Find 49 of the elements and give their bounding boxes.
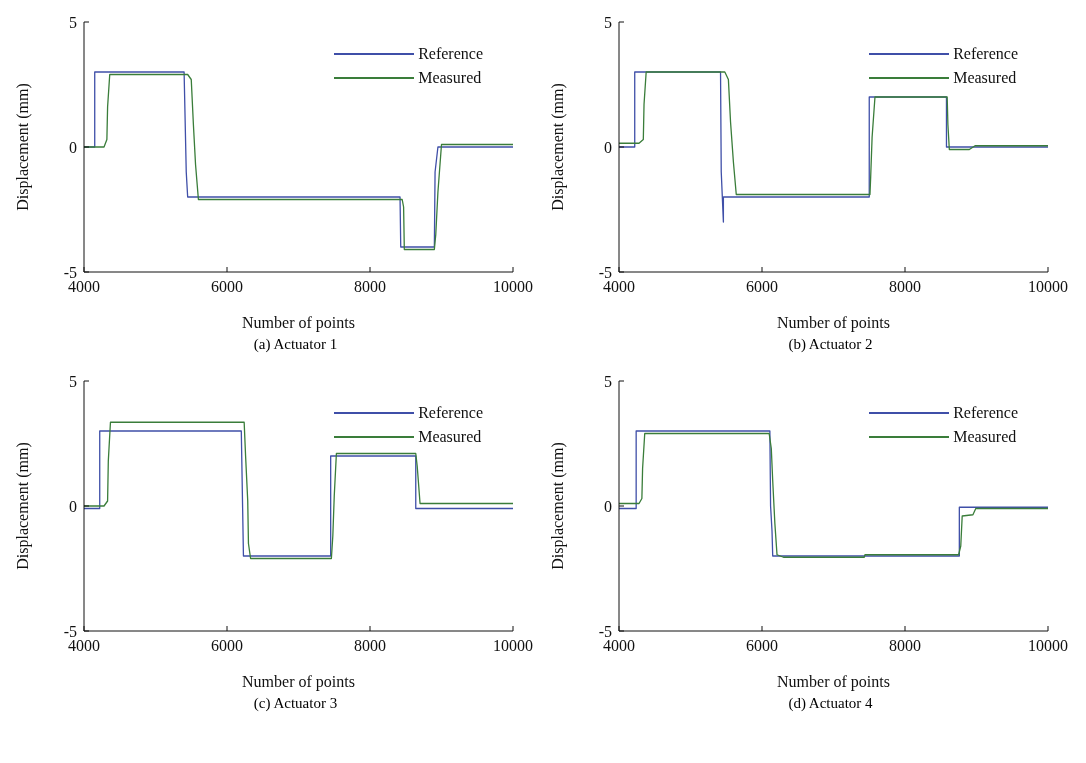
y-tick-label: 5 [604, 372, 612, 390]
y-tick-label: -5 [63, 622, 77, 640]
x-tick-label: 10000 [493, 637, 533, 655]
text: (a) Actuator 1 [252, 336, 339, 353]
text: (d) Actuator 4 [787, 695, 874, 712]
y-tick-label: -5 [598, 263, 612, 281]
legend-label: Measured [953, 68, 1017, 88]
x-tick-label: 8000 [889, 637, 921, 655]
x-axis-title: Number of points [242, 314, 355, 332]
legend-label: Reference [418, 44, 483, 64]
legend-label: Reference [953, 403, 1018, 423]
y-tick-label: 5 [69, 13, 77, 31]
y-tick-label: 0 [69, 138, 77, 156]
x-tick-label: 4000 [68, 278, 100, 296]
legend-label: Reference [418, 403, 483, 423]
x-tick-label: 4000 [603, 637, 635, 655]
text: (c) Actuator 3 [252, 695, 339, 712]
line-series [619, 71, 1048, 196]
y-axis-title: Displacement (mm) [13, 83, 32, 211]
x-tick-label: 6000 [211, 637, 243, 655]
y-axis-title: Displacement (mm) [548, 442, 567, 570]
y-axis-title: Displacement (mm) [13, 442, 32, 570]
y-tick-label: -5 [598, 622, 612, 640]
y-axis-title: Displacement (mm) [548, 83, 567, 211]
x-tick-label: 6000 [746, 278, 778, 296]
text: (b) Actuator 2 [787, 336, 874, 353]
x-tick-label: 8000 [889, 278, 921, 296]
x-axis-title: Number of points [242, 673, 355, 691]
x-tick-label: 8000 [354, 637, 386, 655]
x-tick-label: 6000 [746, 637, 778, 655]
x-tick-label: 10000 [1028, 637, 1068, 655]
y-tick-label: -5 [63, 263, 77, 281]
legend-label: Measured [953, 427, 1017, 447]
x-axis-title: Number of points [777, 673, 890, 691]
x-tick-label: 10000 [1028, 278, 1068, 296]
legend-label: Measured [418, 68, 482, 88]
x-tick-label: 10000 [493, 278, 533, 296]
y-tick-label: 0 [604, 497, 612, 515]
x-tick-label: 8000 [354, 278, 386, 296]
x-axis-title: Number of points [777, 314, 890, 332]
legend-label: Measured [418, 427, 482, 447]
y-tick-label: 0 [604, 138, 612, 156]
x-tick-label: 6000 [211, 278, 243, 296]
y-tick-label: 5 [69, 372, 77, 390]
legend-label: Reference [953, 44, 1018, 64]
y-tick-label: 5 [604, 13, 612, 31]
y-tick-label: 0 [69, 497, 77, 515]
x-tick-label: 4000 [68, 637, 100, 655]
x-tick-label: 4000 [603, 278, 635, 296]
